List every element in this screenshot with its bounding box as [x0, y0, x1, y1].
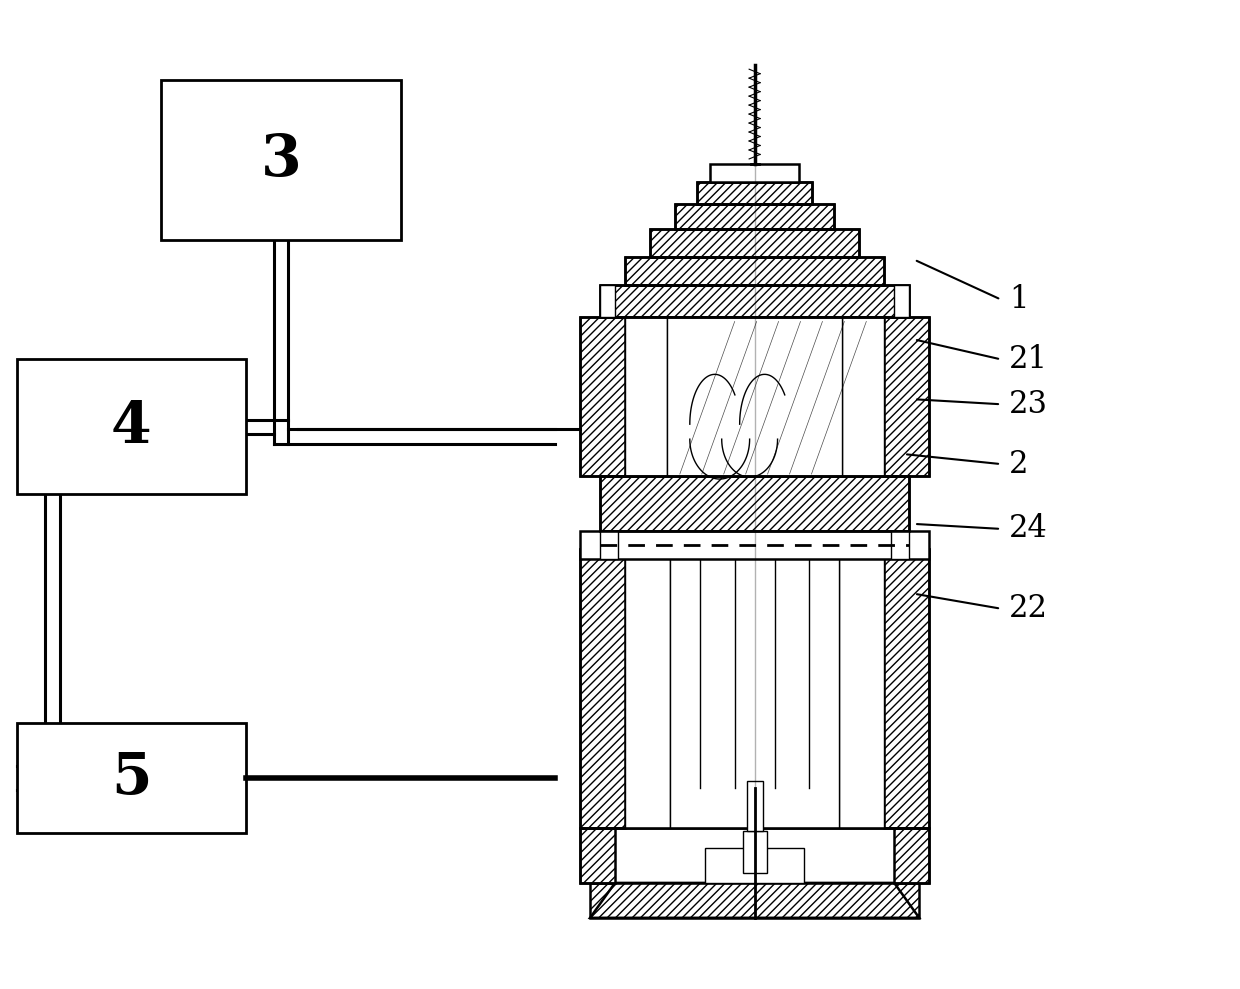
- Bar: [580, 549, 929, 828]
- Bar: [697, 182, 812, 204]
- Bar: [746, 781, 763, 831]
- Bar: [16, 359, 246, 494]
- Bar: [580, 316, 929, 476]
- Text: 5: 5: [112, 751, 151, 806]
- Bar: [743, 831, 766, 873]
- Bar: [600, 476, 909, 531]
- Text: 2: 2: [1009, 449, 1028, 480]
- Bar: [600, 285, 909, 316]
- Bar: [892, 531, 909, 559]
- Bar: [650, 228, 859, 257]
- Bar: [580, 531, 929, 559]
- Bar: [625, 257, 884, 285]
- Bar: [625, 316, 667, 476]
- Bar: [670, 549, 839, 828]
- Bar: [675, 204, 835, 228]
- Text: 1: 1: [1009, 284, 1028, 315]
- Bar: [600, 285, 615, 316]
- Bar: [675, 204, 835, 228]
- Bar: [884, 549, 929, 828]
- Bar: [839, 549, 884, 828]
- Bar: [580, 549, 625, 828]
- Bar: [697, 182, 812, 204]
- Text: 4: 4: [112, 399, 151, 455]
- Bar: [600, 476, 909, 531]
- Bar: [590, 883, 919, 918]
- Bar: [580, 316, 625, 476]
- Bar: [842, 316, 884, 476]
- Bar: [161, 80, 401, 239]
- Bar: [670, 749, 839, 828]
- Bar: [650, 228, 859, 257]
- Bar: [704, 848, 805, 883]
- Bar: [625, 549, 670, 828]
- Bar: [894, 285, 909, 316]
- Bar: [667, 316, 842, 476]
- Bar: [884, 316, 929, 476]
- Bar: [625, 257, 884, 285]
- Polygon shape: [590, 883, 919, 918]
- Text: 24: 24: [1009, 513, 1048, 544]
- Bar: [600, 531, 618, 559]
- Bar: [600, 285, 909, 316]
- Text: 23: 23: [1009, 389, 1048, 419]
- Text: 3: 3: [260, 132, 301, 188]
- Text: 21: 21: [1009, 344, 1048, 375]
- Bar: [16, 723, 246, 833]
- Text: 22: 22: [1009, 593, 1048, 624]
- Bar: [580, 828, 929, 883]
- Bar: [709, 164, 800, 182]
- Bar: [894, 828, 929, 883]
- Bar: [580, 828, 615, 883]
